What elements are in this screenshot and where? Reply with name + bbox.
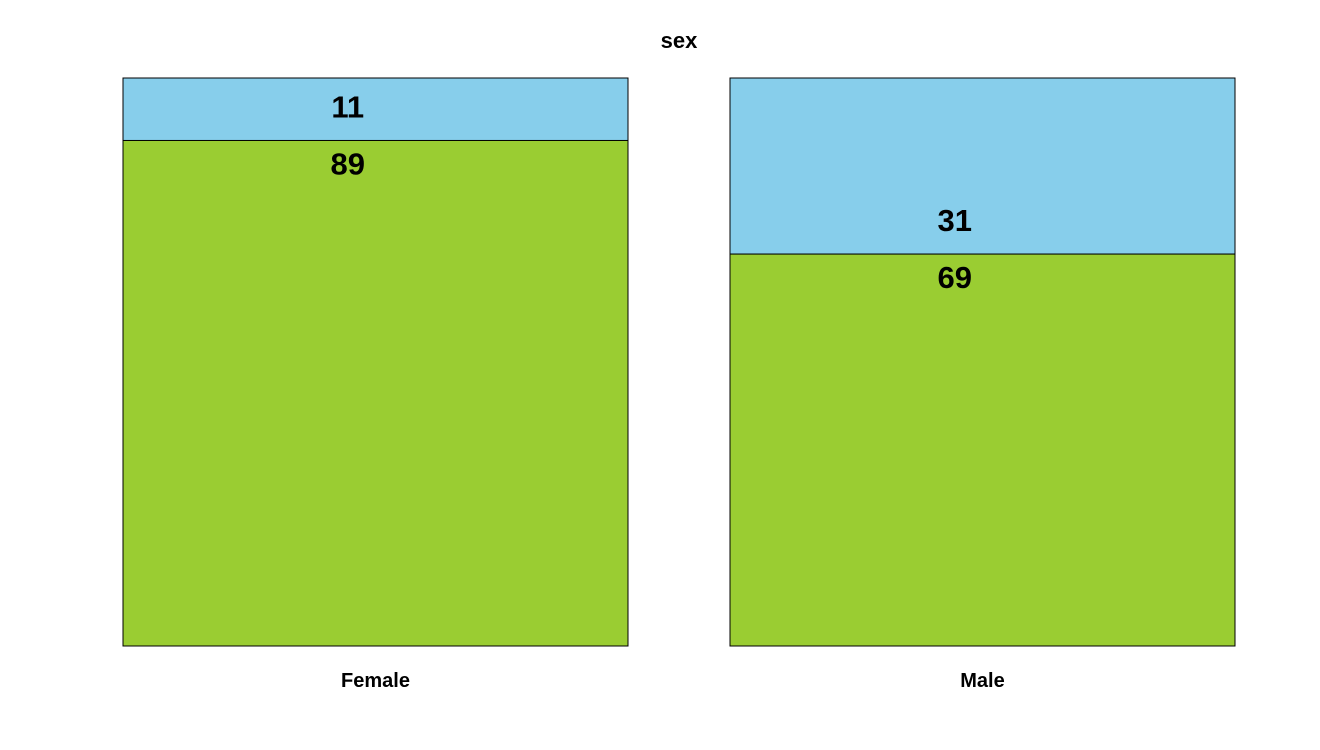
data-label-female-0: 11: [331, 89, 364, 124]
bar-segment-male-1: [729, 253, 1236, 647]
data-label-male-0: 31: [937, 203, 971, 238]
bar-segment-female-0: [122, 77, 629, 141]
bar-segment-male-0: [729, 77, 1236, 255]
chart-title: sex: [661, 28, 698, 53]
bar-segment-female-1: [122, 139, 629, 647]
labels-group: 11 89 Female 31 69 Male: [330, 89, 1004, 692]
category-label-female: Female: [341, 670, 410, 692]
data-label-male-1: 69: [937, 260, 971, 295]
category-label-male: Male: [960, 670, 1004, 692]
data-label-female-1: 89: [330, 146, 364, 181]
bars-group: [122, 77, 1236, 647]
